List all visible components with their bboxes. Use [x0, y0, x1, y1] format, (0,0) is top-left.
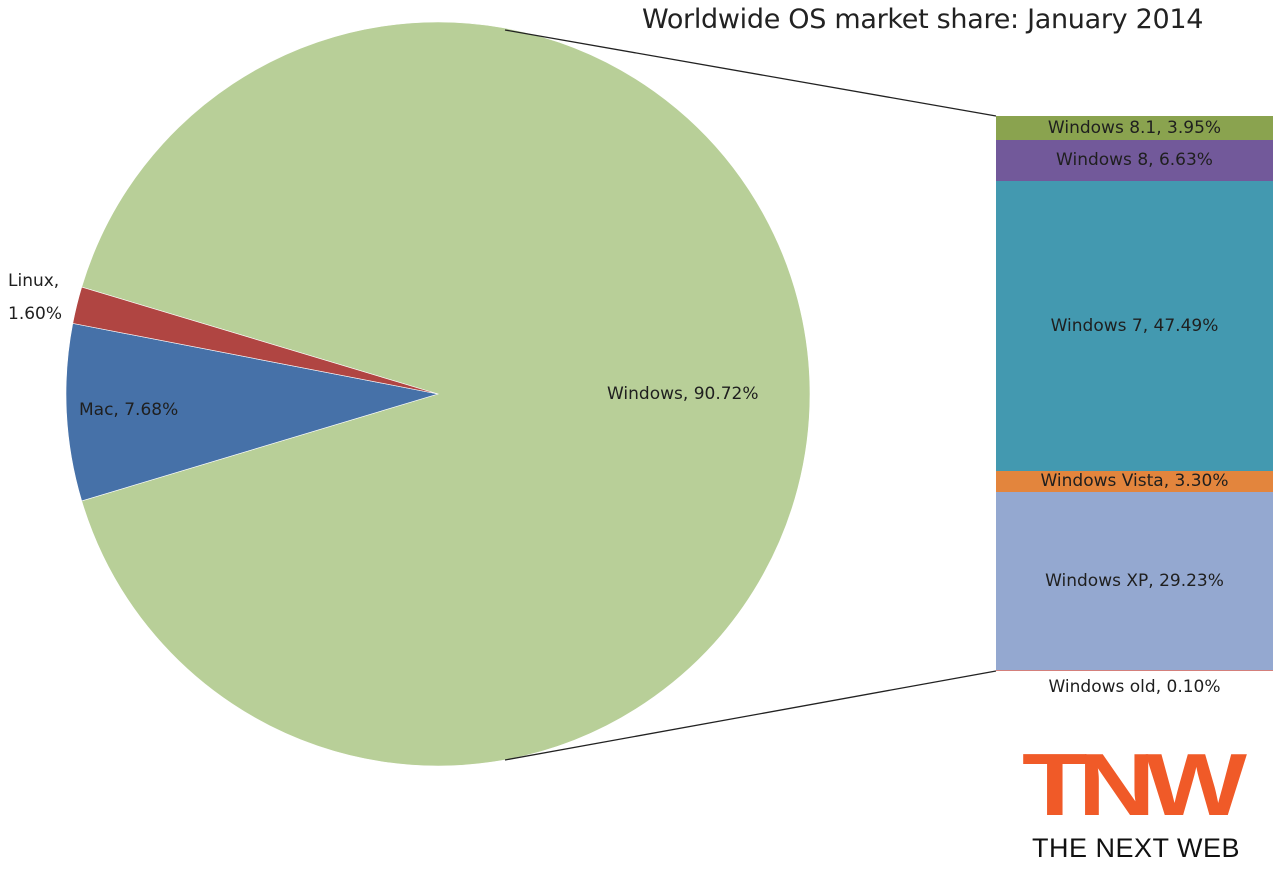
- bar-label: Windows XP, 29.23%: [1045, 570, 1224, 591]
- bar-segment-windows-vista: Windows Vista, 3.30%: [996, 471, 1273, 492]
- tnw-logo: TNW THE NEXT WEB: [1022, 741, 1258, 864]
- bar-segment-windows-old: [996, 670, 1273, 672]
- bar-segment-windows-7: Windows 7, 47.49%: [996, 180, 1273, 472]
- pie-slice-mac: [65, 323, 439, 502]
- pie-slice-windows: [81, 21, 811, 767]
- pie-label-linux: Linux,: [8, 271, 60, 291]
- tnw-logo-text: THE NEXT WEB: [1032, 833, 1241, 863]
- bar-label: Windows 8, 6.63%: [1056, 150, 1213, 171]
- connector-line-top: [504, 29, 997, 117]
- pie-slice-linux: [72, 286, 439, 395]
- tnw-logo-mark: TNW: [1022, 735, 1247, 834]
- bar-segment-windows-8.1: Windows 8.1, 3.95%: [996, 116, 1273, 141]
- pie-label-linux-value: 1.60%: [8, 304, 63, 324]
- pie-label-mac: Mac, 7.68%: [79, 400, 179, 420]
- bar-label-windows-old: Windows old, 0.10%: [1048, 677, 1221, 697]
- bar-segment-windows-8: Windows 8, 6.63%: [996, 140, 1273, 181]
- connector-line-bottom: [504, 670, 997, 761]
- pie-chart: [65, 21, 811, 767]
- bar-label: Windows Vista, 3.30%: [1040, 471, 1229, 492]
- chart-title: Worldwide OS market share: January 2014: [642, 4, 1204, 35]
- bar-label: Windows 7, 47.49%: [1050, 316, 1219, 337]
- bar-label: Windows 8.1, 3.95%: [1047, 118, 1222, 139]
- pie-label-windows: Windows, 90.72%: [607, 384, 759, 404]
- bar-segment-windows-xp: Windows XP, 29.23%: [996, 491, 1273, 671]
